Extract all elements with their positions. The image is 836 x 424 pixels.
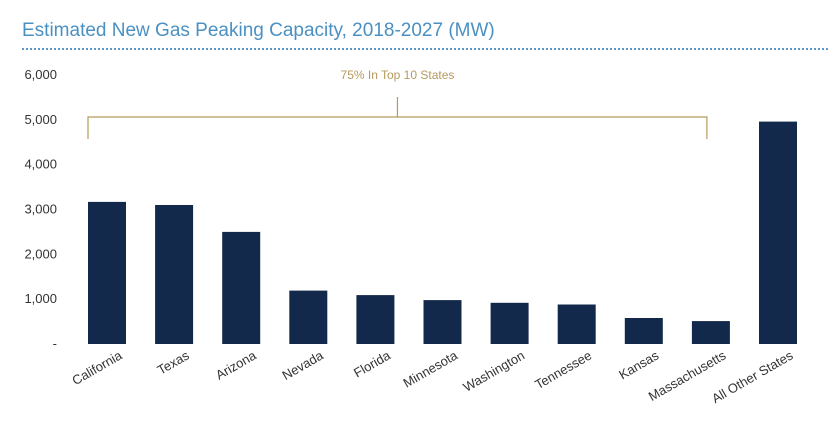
y-tick-label: 3,000 [24,202,57,217]
bars-group [88,121,797,344]
bar-kansas [624,318,663,344]
x-tick-label: Florida [351,347,394,380]
x-tick-label: California [69,347,125,388]
x-axis: California Texas Arizona Nevada Florida Minne… [69,347,795,406]
bar-washington [490,302,529,344]
x-tick-label: Kansas [616,347,661,382]
bar-tennessee [557,304,596,344]
x-tick-label: Nevada [279,347,326,383]
annotation-group: 75% In Top 10 States [87,68,708,139]
x-tick-label: Minnesota [401,347,461,390]
y-tick-label: - [53,336,57,351]
bar-arizona [222,231,261,344]
y-tick-label: 4,000 [24,157,57,172]
x-tick-label: Texas [155,347,192,377]
bar-florida [356,295,395,344]
y-axis: - 1,000 2,000 3,000 4,000 5,000 6,000 [24,67,57,351]
chart-title: Estimated New Gas Peaking Capacity, 2018… [22,20,495,41]
annotation-label: 75% In Top 10 States [341,68,455,82]
bar-texas [155,205,194,344]
x-tick-label: Washington [461,348,528,395]
x-tick-label: Arizona [213,347,259,382]
y-tick-label: 6,000 [24,67,57,82]
bar-california [88,201,126,344]
bar-all-other-states [759,121,797,344]
y-tick-label: 2,000 [24,246,57,261]
y-tick-label: 5,000 [24,112,57,127]
bar-minnesota [423,300,462,344]
y-tick-label: 1,000 [24,291,57,306]
x-tick-label: Tennessee [532,348,594,392]
annotation-bracket [87,97,708,139]
bar-massachusetts [691,321,730,344]
bar-nevada [289,290,328,344]
